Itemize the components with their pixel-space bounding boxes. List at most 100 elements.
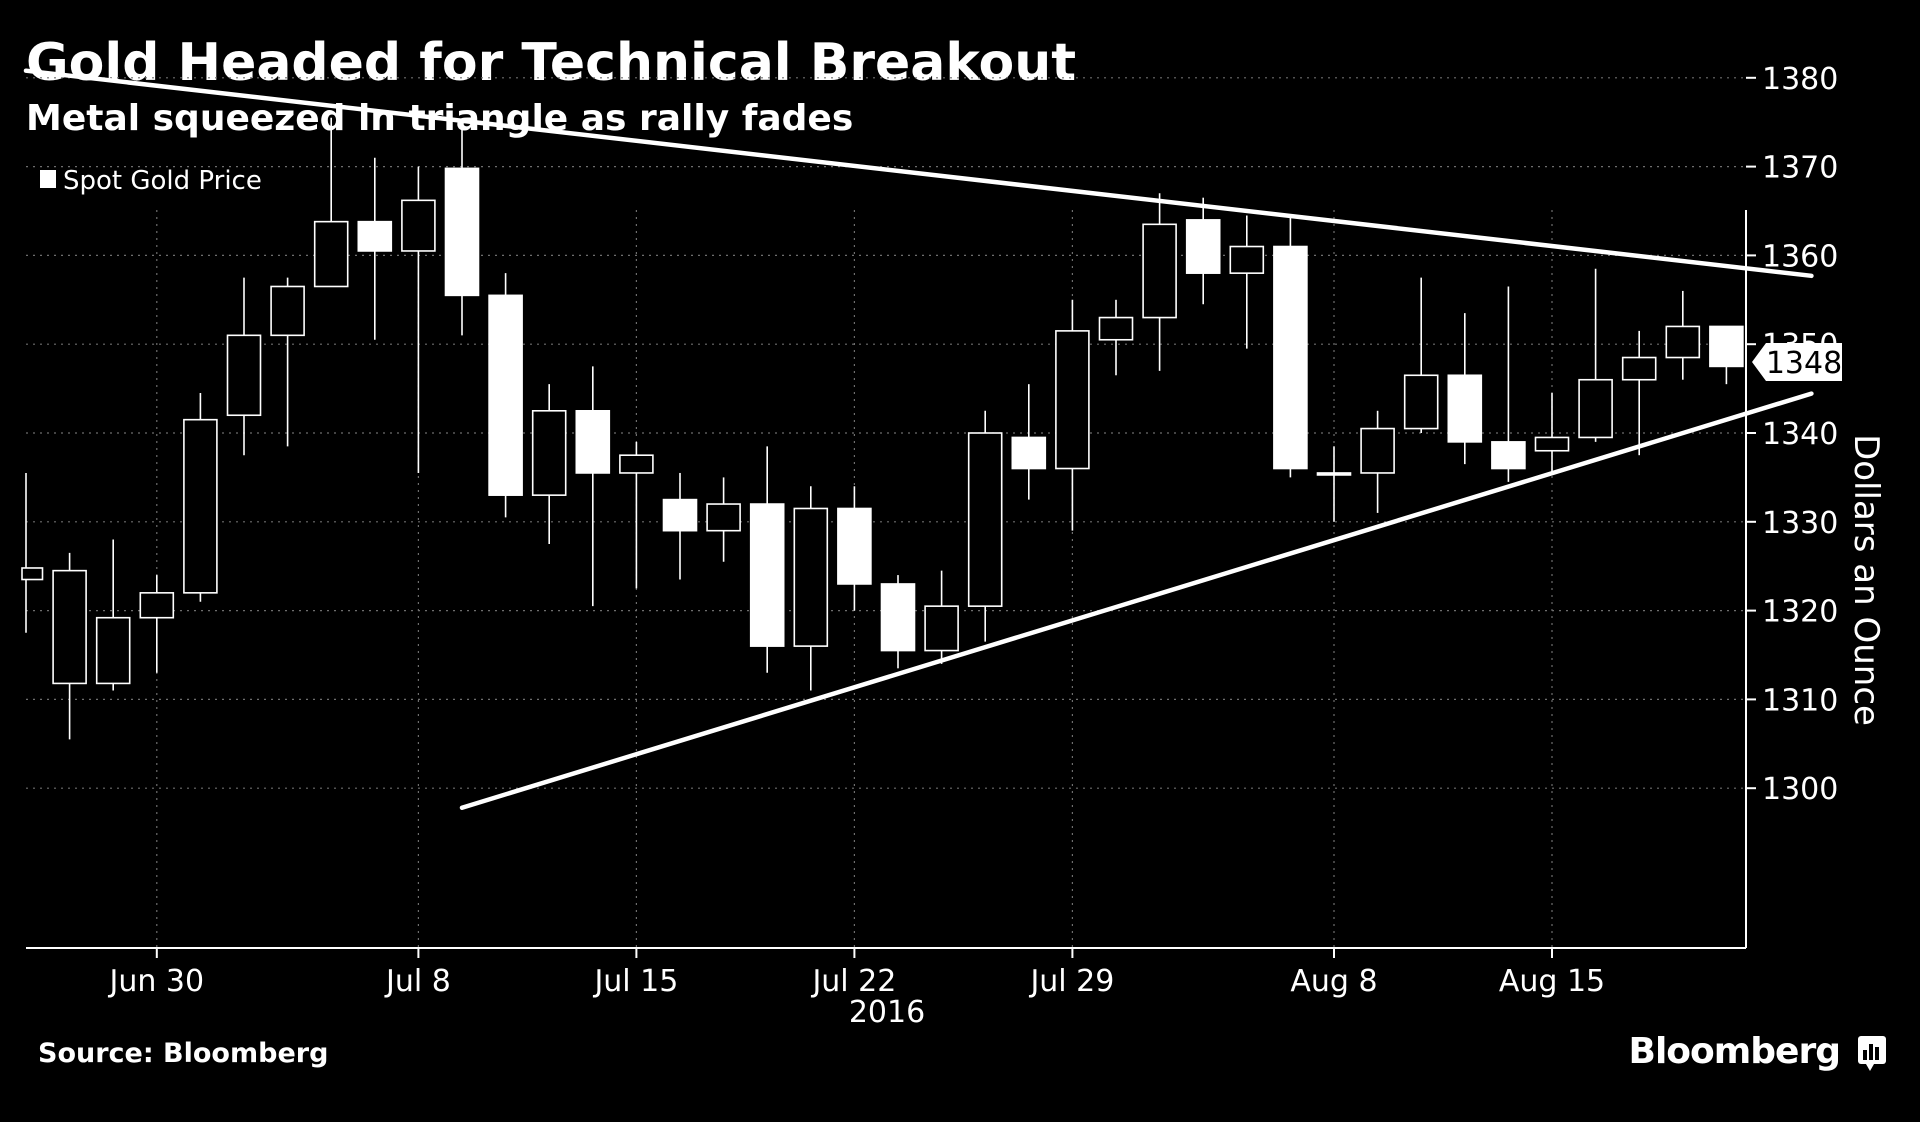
candle-body — [619, 454, 654, 474]
candle — [1665, 290, 1701, 380]
candle-body — [313, 220, 349, 288]
candle-body — [662, 498, 698, 532]
candle — [270, 277, 305, 447]
x-tick-label: Aug 15 — [1499, 964, 1605, 999]
candle — [1098, 299, 1134, 376]
candle — [1142, 193, 1177, 371]
y-tick-label: 1310 — [1762, 683, 1838, 718]
candle-body — [21, 567, 44, 581]
candle — [52, 552, 87, 740]
candle — [1447, 313, 1483, 465]
candle-body — [1447, 374, 1483, 443]
candle — [1621, 330, 1657, 456]
candle — [749, 446, 785, 673]
trendline — [459, 391, 1814, 810]
brand-logo: Bloomberg — [1629, 1031, 1886, 1072]
candle-body — [531, 409, 567, 496]
candle — [1578, 268, 1613, 442]
candle-body — [575, 409, 611, 474]
candle — [401, 166, 436, 473]
candle-body — [1621, 356, 1657, 381]
candle — [357, 157, 393, 340]
candle — [444, 122, 480, 336]
candle-body — [793, 507, 829, 647]
last-value-label: 1348 — [1766, 346, 1842, 381]
candle-body — [357, 220, 393, 252]
trend-layer — [23, 68, 1814, 810]
candle-body — [95, 616, 131, 685]
x-tick-label: Jul 15 — [592, 964, 678, 999]
candle — [1185, 197, 1221, 305]
candle — [313, 117, 349, 288]
candle — [1403, 277, 1439, 433]
bloomberg-chart-icon — [1858, 1036, 1886, 1071]
candle — [1011, 384, 1047, 500]
candle-body — [1011, 436, 1047, 470]
candle — [1229, 215, 1265, 349]
candle — [1534, 393, 1570, 473]
candle — [793, 486, 829, 691]
candle — [619, 441, 654, 589]
legend-label: Spot Gold Price — [63, 166, 262, 196]
candle-body — [1098, 316, 1134, 341]
axis-layer: 130013101320133013401350136013701380Jun … — [26, 62, 1842, 999]
candle — [95, 539, 131, 691]
x-axis-year-label: 2016 — [849, 995, 925, 1030]
candle-body — [749, 503, 785, 647]
y-tick-label: 1370 — [1762, 151, 1838, 186]
candle — [488, 273, 523, 518]
candle-body — [401, 199, 436, 252]
candle — [706, 477, 741, 562]
candle-body — [52, 569, 87, 685]
legend-swatch — [40, 170, 56, 188]
legend: Spot Gold Price — [40, 166, 262, 196]
candle — [1709, 325, 1744, 385]
candle-body — [1229, 245, 1265, 274]
candle — [226, 277, 262, 456]
candle-body — [1578, 378, 1613, 439]
candle — [662, 472, 698, 580]
candle — [531, 384, 567, 544]
y-tick-label: 1360 — [1762, 239, 1838, 274]
candle-body — [1491, 441, 1526, 470]
candle-body — [1316, 472, 1352, 476]
candle — [880, 575, 916, 669]
x-tick-label: Jul 22 — [810, 964, 896, 999]
candle — [1491, 286, 1526, 482]
candle-body — [1534, 436, 1570, 452]
candle-body — [488, 294, 523, 496]
candle-body — [270, 285, 305, 337]
candle-body — [226, 334, 262, 417]
candle-body — [924, 605, 959, 652]
x-tick-label: Jun 30 — [108, 964, 205, 999]
candle-body — [880, 583, 916, 652]
last-value-tag — [1752, 342, 1842, 381]
candle — [1360, 410, 1395, 513]
candle-body — [1360, 427, 1395, 474]
candle — [1273, 215, 1308, 478]
x-tick-label: Jul 8 — [384, 964, 451, 999]
y-tick-label: 1320 — [1762, 595, 1838, 630]
candle-body — [706, 503, 741, 532]
x-tick-label: Aug 8 — [1290, 964, 1377, 999]
y-axis-label: Dollars an Ounce — [1846, 434, 1886, 726]
source-note: Source: Bloomberg — [38, 1038, 328, 1069]
candle — [183, 393, 218, 602]
x-tick-label: Jul 29 — [1028, 964, 1114, 999]
candle-body — [837, 507, 872, 585]
candle-body — [139, 592, 175, 619]
candle-body — [1709, 325, 1744, 368]
candle-body — [1142, 223, 1177, 319]
y-tick-label: 1380 — [1762, 62, 1838, 97]
y-tick-label: 1300 — [1762, 772, 1838, 807]
y-tick-label: 1330 — [1762, 506, 1838, 541]
candle — [967, 410, 1003, 642]
candle — [837, 486, 872, 611]
candle-body — [444, 167, 480, 297]
candle-body — [183, 418, 218, 594]
candle — [575, 366, 611, 607]
candle-body — [1185, 219, 1221, 274]
candle-layer — [21, 117, 1744, 740]
